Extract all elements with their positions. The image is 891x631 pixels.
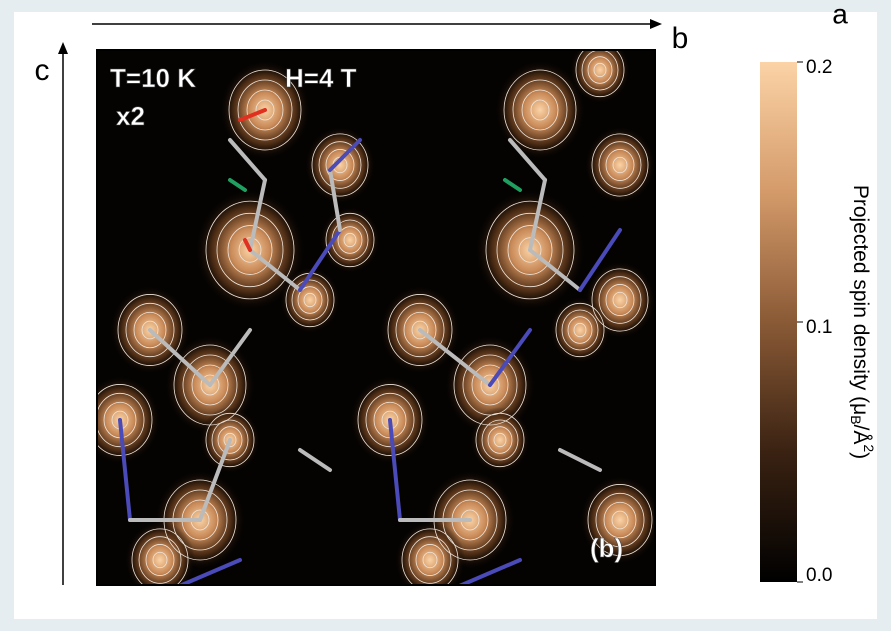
colorbar <box>760 62 797 582</box>
c-axis-label: c <box>35 54 50 87</box>
colorbar-tick-label: 0.0 <box>806 565 832 586</box>
density-blob <box>305 127 375 204</box>
density-blob <box>320 207 380 273</box>
colorbar-label-main: Projected spin density (μ <box>849 185 872 415</box>
density-blob <box>550 297 610 363</box>
colorbar-tick-label: 0.2 <box>806 57 832 78</box>
colorbar-tick-label: 0.1 <box>806 317 832 338</box>
colorbar-label-mid: /Å <box>849 425 872 445</box>
density-map <box>80 37 660 599</box>
colorbar-label-end: ) <box>849 452 872 459</box>
panel-label: a <box>832 0 848 29</box>
density-blob <box>585 127 655 204</box>
temperature-label: T=10 K <box>110 63 196 93</box>
subpanel-label: (b) <box>590 533 623 563</box>
field-label: H=4 T <box>285 63 357 93</box>
colorbar-label-sup: 2 <box>861 444 877 452</box>
figure: a b c T=10 K H=4 T x2 (b) Projected spin… <box>0 0 891 631</box>
density-blob <box>470 407 530 473</box>
b-axis-label: b <box>672 22 689 55</box>
scale-label: x2 <box>116 101 145 131</box>
colorbar-label-sub: B <box>848 415 864 424</box>
page: a b c T=10 K H=4 T x2 (b) Projected spin… <box>0 0 891 631</box>
